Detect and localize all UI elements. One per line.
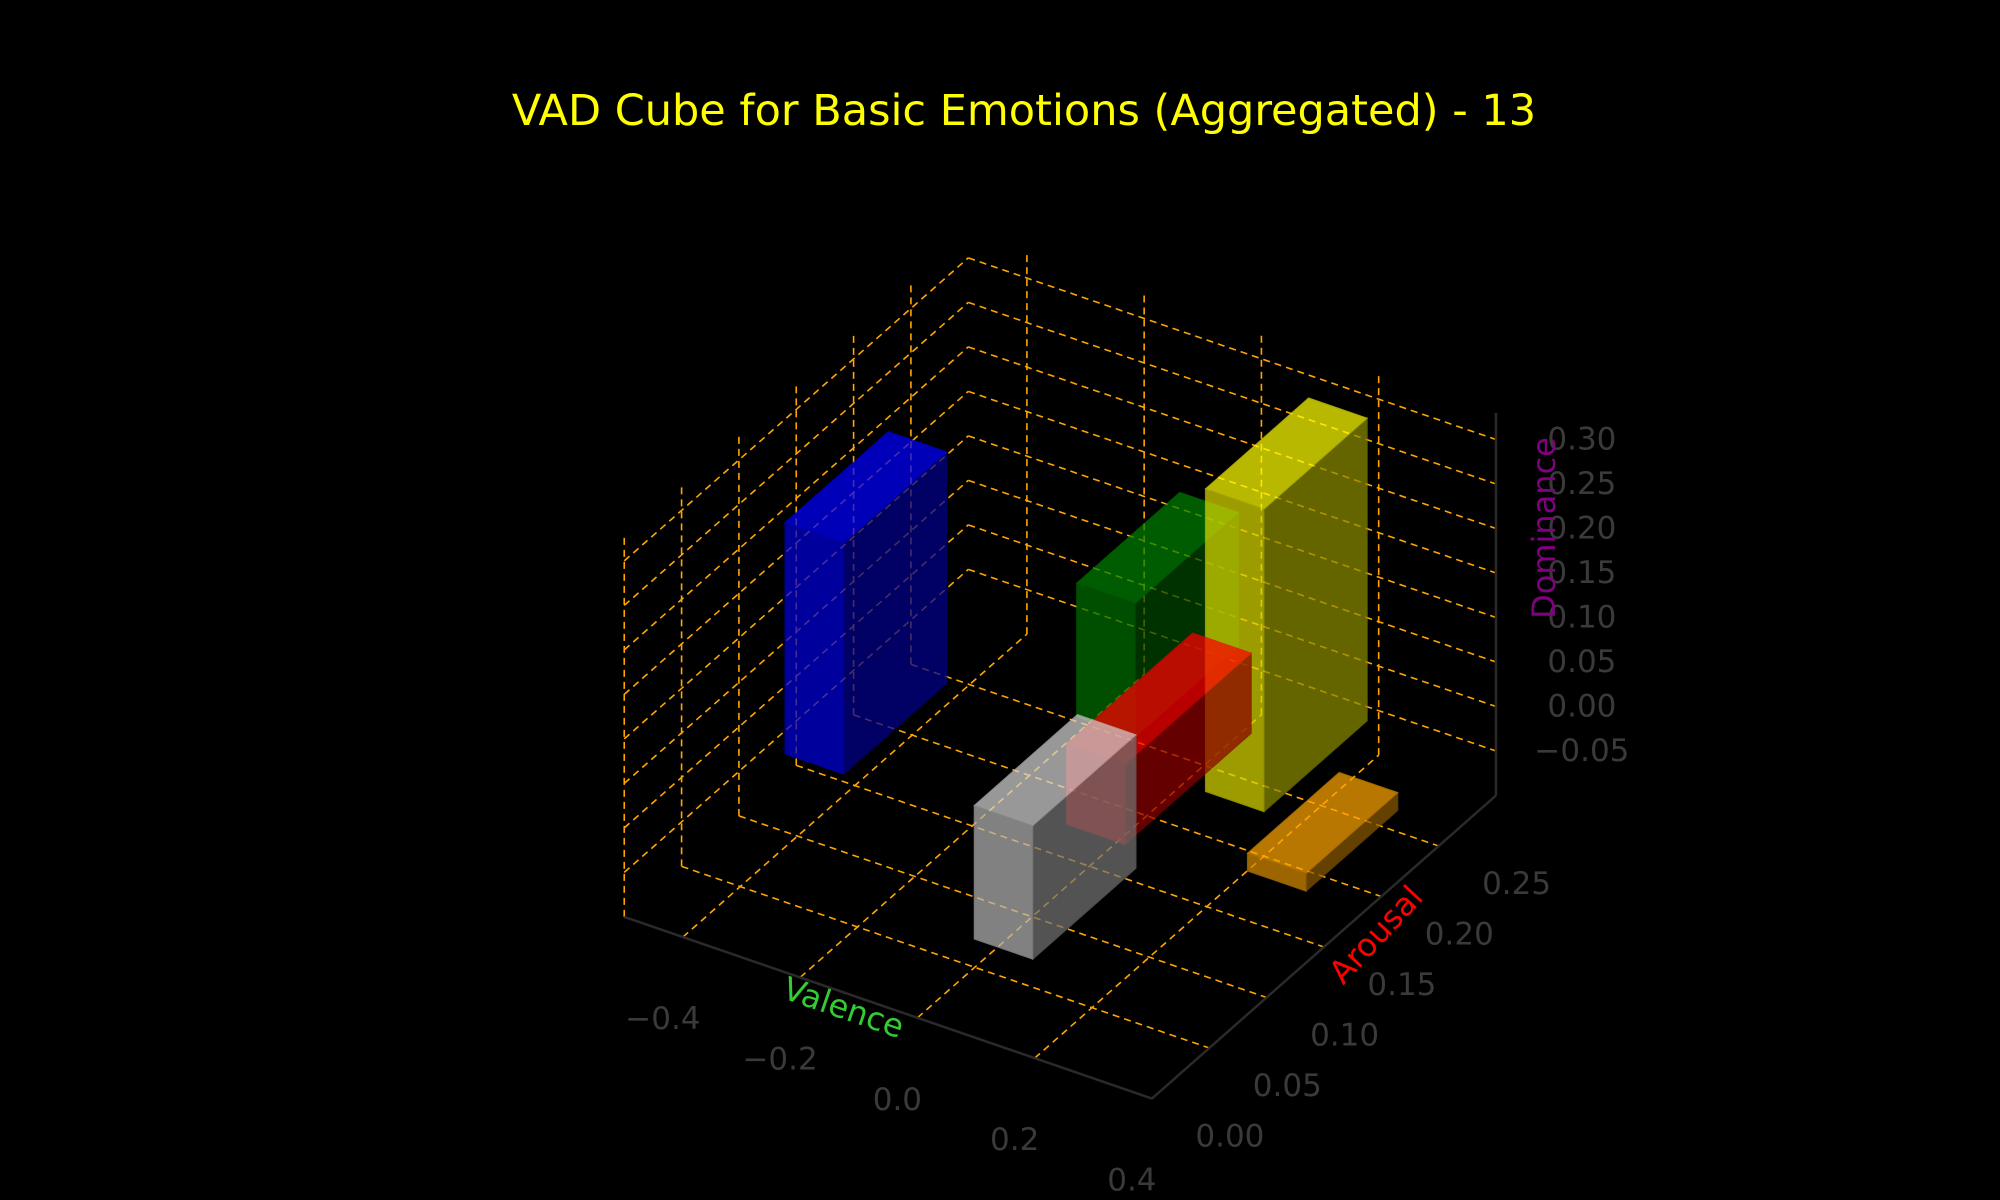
x-tick-label: 0.2 — [990, 1122, 1039, 1158]
x-tick-label: 0.0 — [873, 1082, 922, 1118]
z-tick-label: 0.00 — [1547, 689, 1616, 725]
x-tick-label: −0.4 — [625, 1001, 700, 1037]
y-tick-label: 0.00 — [1195, 1119, 1264, 1155]
y-tick-label: 0.25 — [1482, 866, 1551, 902]
y-tick-label: 0.20 — [1425, 917, 1494, 953]
z-tick-label: 0.20 — [1547, 511, 1616, 547]
grid-line-floor-y — [681, 865, 1210, 1049]
z-tick-label: 0.30 — [1547, 422, 1616, 458]
chart-title: VAD Cube for Basic Emotions (Aggregated)… — [512, 86, 1536, 136]
x-axis-line — [623, 915, 1153, 1100]
grid-line-back-z — [967, 257, 1497, 441]
z-tick-label: 0.15 — [1547, 555, 1616, 591]
bar-d3d3d3 — [973, 714, 1137, 961]
grid-line-back-z — [967, 301, 1497, 485]
z-tick-label: −0.05 — [1534, 733, 1629, 769]
z-axis-title: Dominance — [1525, 437, 1563, 619]
z-tick-label: 0.05 — [1547, 644, 1616, 680]
z-tick-label: 0.25 — [1547, 466, 1616, 502]
axis-lines — [623, 412, 1498, 1100]
bar-face-top — [1204, 397, 1369, 510]
bar-face-top — [784, 431, 948, 544]
grid-line-side-z — [623, 301, 969, 607]
bar-ffa500 — [1246, 771, 1399, 893]
z-tick-label: 0.10 — [1547, 600, 1616, 636]
bar-face-front — [784, 521, 845, 775]
tick-labels: −0.4 −0.2 0.0 0.2 0.4 0.00 0.05 0.10 0.15 0.20 0.2… — [625, 422, 1629, 1199]
bar-face-top — [1246, 771, 1399, 874]
bar-ffff00 — [1204, 397, 1369, 813]
y-tick-label: 0.15 — [1367, 967, 1436, 1003]
y-tick-label: 0.05 — [1253, 1068, 1322, 1104]
grid-line-back-z — [967, 346, 1497, 530]
grid-line-side-z — [623, 257, 969, 562]
x-tick-label: −0.2 — [742, 1041, 817, 1077]
y-tick-label: 0.10 — [1310, 1018, 1379, 1054]
bars — [784, 397, 1399, 961]
bar-0000ff — [784, 431, 948, 776]
grid-line-side-z — [623, 346, 969, 651]
bar-face-top — [973, 714, 1137, 827]
bar-face-front — [973, 804, 1034, 960]
x-tick-label: 0.4 — [1107, 1163, 1156, 1199]
y-axis-line — [1151, 794, 1497, 1100]
